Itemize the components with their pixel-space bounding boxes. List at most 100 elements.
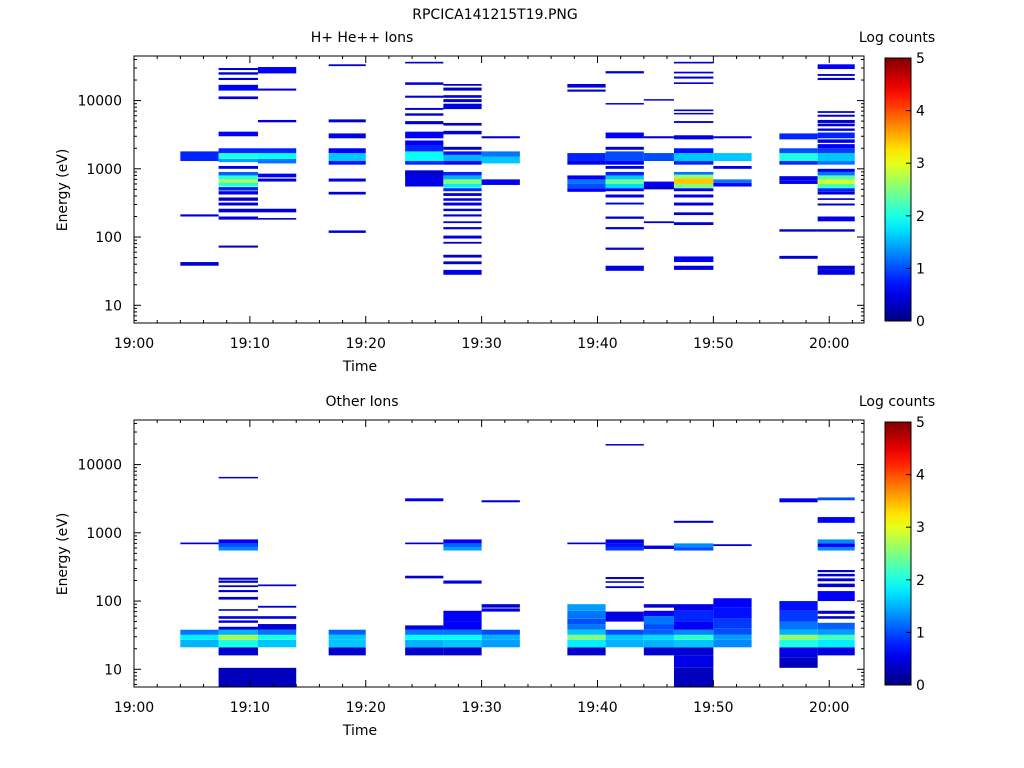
colorbar-tick-label: 5 [916,51,925,67]
spectrogram-cell [643,616,674,625]
spectrogram-cell [257,88,297,91]
spectrogram-cell [643,181,674,186]
spectrogram-cell [218,245,258,248]
x-tick-label: 19:00 [114,700,154,716]
spectrogram-cell [605,546,644,551]
spectrogram-cell [443,261,482,265]
spectrogram-cell [817,610,855,614]
spectrogram-cell [218,187,258,191]
spectrogram-cell [567,634,606,640]
spectrogram-cell [817,517,855,523]
spectrogram-cell [779,629,818,635]
spectrogram-cell [673,256,714,263]
spectrogram-cell [218,634,258,640]
spectrogram-cell [218,539,258,544]
spectrogram-cell [405,634,444,640]
spectrogram-cell [817,123,855,127]
spectrogram-cell [817,64,855,70]
spectrogram-cell [218,629,258,635]
spectrogram-cell [443,235,482,239]
spectrogram-cell [328,634,366,640]
x-tick-label: 19:40 [577,700,617,716]
spectrogram-cell [180,629,219,635]
spectrogram-cell [817,114,855,117]
spectrogram-cell [443,543,482,547]
spectrogram-cell [643,604,674,608]
spectrogram-cell [779,610,818,622]
spectrogram-cell [605,247,644,250]
spectrogram-cell [218,158,258,163]
figure-title: RPCICA141215T19.PNG [412,7,577,23]
spectrogram-cell [443,539,482,544]
x-tick-label: 19:30 [461,700,501,716]
spectrogram-cell [673,109,714,112]
spectrogram-cell [643,153,674,162]
spectrogram-cell [605,227,644,230]
spectrogram-cell [405,145,444,152]
spectrogram-cell [443,254,482,258]
spectrogram-cell [218,596,258,600]
spectrogram-cell [328,639,366,648]
spectrogram-cell [817,229,855,232]
spectrogram-cell [567,639,606,648]
spectrogram-cell [443,179,482,184]
spectrogram-cell [817,188,855,192]
spectrogram-cell [713,634,752,640]
spectrogram-cell [443,610,482,622]
spectrogram-cells [180,444,855,687]
spectrogram-cell [817,168,855,172]
x-tick-label: 19:50 [693,336,733,352]
spectrogram-cell [817,119,855,123]
spectrogram-cell [605,146,644,150]
spectrogram-cell [713,165,752,169]
spectrogram-cell [817,203,855,206]
spectrogram-cell [328,153,366,162]
spectrogram-cell [643,624,674,630]
spectrogram-cell [673,520,714,523]
colorbar-tick-label: 5 [916,415,925,431]
spectrogram-cell [443,103,482,110]
spectrogram-cell [328,191,366,195]
spectrogram-cell [605,586,644,589]
spectrogram-cell [443,634,482,640]
spectrogram-cell [605,179,644,184]
spectrogram-cell [673,171,714,175]
spectrogram-cell [673,634,714,640]
spectrogram-cell [218,577,258,580]
spectrogram-cell [605,634,644,640]
y-tick-label: 10 [104,298,122,314]
spectrogram-cell [405,95,444,98]
spectrogram-cell [643,647,674,656]
y-axis-label: Energy (eV) [55,149,71,232]
spectrogram-cell [567,179,606,184]
bottom-panel: 19:00 19:10 19:20 19:30 19:40 19:50 20:0010100… [55,394,935,739]
spectrogram-cell [328,230,366,233]
spectrogram-cell [218,191,258,195]
spectrogram-cell [605,216,644,219]
spectrogram-cell [405,140,444,146]
spectrogram-cell [713,136,752,139]
spectrogram-cell [328,148,366,154]
spectrogram-cell [713,598,752,608]
spectrogram-cell [328,178,366,182]
spectrogram-cell [817,265,855,270]
spectrogram-cell [218,616,258,619]
spectrogram-cell [328,119,366,123]
spectrogram-cell [405,629,444,635]
spectrogram-cell [673,135,714,140]
spectrogram-cell [567,175,606,180]
x-tick-label: 19:50 [693,700,733,716]
colorbar-tick-label: 0 [916,314,925,330]
spectrogram-cell [817,153,855,162]
spectrogram-cell [673,161,714,165]
spectrogram-cell [817,647,855,656]
spectrogram-cell [443,183,482,188]
spectrogram-cell [779,176,818,181]
spectrogram-cell [673,71,714,74]
colorbar: Log counts 0 1 2 3 4 5 [859,30,935,330]
spectrogram-cell [713,153,752,162]
spectrogram-cell [673,121,714,123]
spectrogram-cell [713,544,752,547]
spectrogram-cell [443,130,482,135]
spectrogram-cell [567,618,606,625]
